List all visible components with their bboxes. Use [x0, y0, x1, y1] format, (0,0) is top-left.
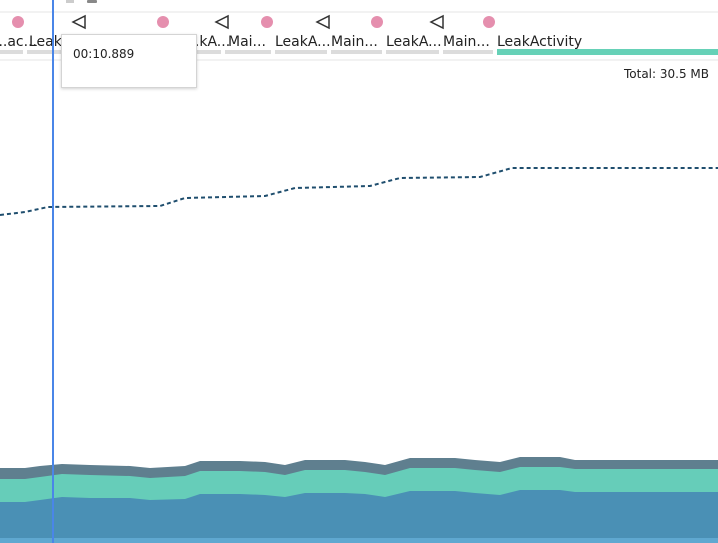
- total-memory-line: [0, 167, 718, 216]
- activity-label[interactable]: Main...: [443, 34, 490, 50]
- total-memory-label: Total: 30.5 MB: [623, 67, 709, 81]
- activity-bar-active: [497, 49, 718, 55]
- activity-bar: [197, 50, 221, 54]
- activity-label[interactable]: Main...: [331, 34, 378, 50]
- touch-dot-icon[interactable]: [12, 16, 24, 28]
- activity-bar: [331, 50, 382, 54]
- top-scroll-nub: [87, 0, 97, 3]
- activity-label[interactable]: LeakA...: [386, 34, 442, 50]
- memory-layer-base: [0, 538, 718, 543]
- activity-bar: [0, 50, 23, 54]
- time-tooltip: 00:10.889: [61, 34, 197, 88]
- activity-label[interactable]: LeakActivity: [497, 34, 582, 50]
- activity-bar: [443, 50, 493, 54]
- memory-layer-bottom: [0, 490, 718, 543]
- memory-stacked-area: [0, 457, 718, 543]
- event-markers: [12, 14, 495, 30]
- activity-label[interactable]: ...ac...: [0, 34, 37, 50]
- activity-lane: ...ac... Leak... ...kA... Mai... LeakA..…: [0, 34, 718, 55]
- tooltip-time: 00:10.889: [73, 47, 135, 61]
- back-triangle-icon[interactable]: [71, 14, 86, 30]
- activity-bar: [225, 50, 271, 54]
- activity-label[interactable]: Mai...: [228, 34, 266, 50]
- back-triangle-icon[interactable]: [429, 14, 444, 30]
- touch-dot-icon[interactable]: [483, 16, 495, 28]
- touch-dot-icon[interactable]: [261, 16, 273, 28]
- top-strip: [0, 0, 718, 12]
- back-triangle-icon[interactable]: [214, 14, 229, 30]
- touch-dot-icon[interactable]: [157, 16, 169, 28]
- activity-bar: [27, 50, 61, 54]
- activity-bar: [386, 50, 439, 54]
- activity-label[interactable]: ...kA...: [186, 34, 230, 50]
- activity-label[interactable]: LeakA...: [275, 34, 331, 50]
- top-scroll-nub-2: [66, 0, 74, 3]
- back-triangle-icon[interactable]: [315, 14, 330, 30]
- activity-bar: [275, 50, 327, 54]
- touch-dot-icon[interactable]: [371, 16, 383, 28]
